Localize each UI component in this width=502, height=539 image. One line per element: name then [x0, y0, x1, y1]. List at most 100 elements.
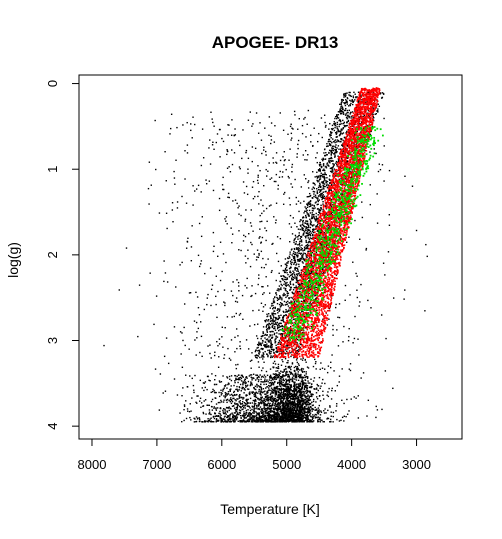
black-star-point [314, 176, 316, 178]
black-star-point [227, 391, 230, 393]
black-star-point [235, 415, 237, 417]
black-star-point [279, 329, 281, 331]
black-star-point [236, 347, 238, 350]
black-star-point [372, 113, 374, 115]
black-star-point [329, 179, 331, 181]
black-star-point [357, 338, 359, 340]
black-star-point [213, 148, 215, 150]
black-star-point [299, 414, 301, 416]
black-star-point [349, 113, 351, 115]
black-star-point [319, 176, 322, 178]
black-star-point [330, 153, 332, 155]
black-star-point [273, 415, 275, 417]
black-star-point [286, 350, 288, 353]
black-star-point [351, 111, 354, 113]
black-star-point [202, 412, 205, 415]
black-star-point [266, 334, 268, 337]
black-star-point [272, 349, 275, 352]
black-star-point [200, 235, 203, 238]
black-star-point [219, 241, 222, 243]
black-star-point [276, 336, 279, 338]
black-star-point [314, 218, 317, 220]
black-star-point [277, 385, 279, 388]
black-star-point [341, 112, 343, 115]
black-star-point [306, 235, 309, 237]
black-star-point [351, 115, 353, 118]
black-star-point [315, 401, 317, 403]
black-star-point [233, 412, 236, 414]
black-star-point [234, 336, 236, 339]
black-star-point [290, 378, 292, 380]
black-star-point [238, 394, 241, 396]
black-star-point [328, 138, 331, 141]
black-star-point [188, 410, 191, 413]
black-star-point [311, 394, 313, 396]
black-star-point [256, 383, 258, 386]
black-star-point [212, 388, 214, 391]
black-star-point [302, 381, 304, 384]
black-star-point [242, 381, 244, 383]
black-star-point [268, 385, 271, 387]
black-star-point [304, 116, 306, 119]
black-star-point [260, 396, 262, 399]
black-star-point [255, 354, 258, 356]
black-star-point [285, 371, 287, 373]
black-star-point [346, 130, 348, 133]
black-star-point [278, 420, 281, 422]
black-star-point [248, 413, 250, 416]
black-star-point [214, 415, 216, 418]
black-star-point [315, 241, 318, 243]
black-star-point [277, 312, 279, 314]
black-star-point [272, 315, 275, 317]
black-star-point [192, 185, 194, 187]
black-star-point [227, 134, 229, 136]
black-star-point [309, 237, 312, 239]
black-star-point [233, 384, 235, 387]
black-star-point [324, 172, 326, 174]
black-star-point [337, 160, 340, 163]
black-star-point [333, 120, 335, 123]
black-star-point [341, 416, 344, 419]
black-star-point [277, 298, 280, 301]
black-star-point [176, 201, 179, 203]
black-star-point [332, 421, 334, 423]
black-star-point [224, 326, 226, 329]
black-star-point [260, 369, 263, 372]
black-star-point [279, 405, 282, 408]
black-star-point [252, 391, 254, 394]
black-star-point [333, 168, 335, 170]
black-star-point [298, 385, 301, 387]
black-star-point [334, 131, 337, 134]
black-star-point [287, 400, 289, 403]
black-star-point [286, 295, 288, 297]
black-star-point [245, 417, 248, 419]
black-star-point [155, 295, 158, 297]
black-star-point [300, 252, 303, 255]
black-star-point [299, 388, 301, 391]
black-star-point [201, 216, 204, 218]
black-star-point [276, 408, 278, 410]
black-star-point [321, 174, 323, 177]
black-star-point [308, 209, 311, 212]
black-star-point [276, 398, 278, 401]
black-star-point [311, 410, 313, 412]
black-star-point [312, 171, 314, 173]
black-star-point [306, 366, 309, 368]
black-star-point [358, 100, 360, 102]
black-star-point [206, 303, 208, 306]
black-star-point [237, 281, 240, 284]
black-star-point [254, 355, 256, 357]
black-star-point [277, 188, 279, 190]
black-star-point [234, 380, 236, 382]
black-star-point [279, 322, 281, 324]
black-star-point [267, 400, 269, 402]
black-star-point [290, 419, 293, 421]
black-star-point [339, 225, 341, 227]
black-star-point [336, 418, 338, 421]
black-star-point [375, 152, 377, 155]
black-star-point [247, 119, 250, 121]
black-star-point [342, 132, 345, 134]
black-star-point [262, 286, 264, 288]
black-star-point [212, 121, 214, 124]
black-star-point [287, 409, 290, 411]
